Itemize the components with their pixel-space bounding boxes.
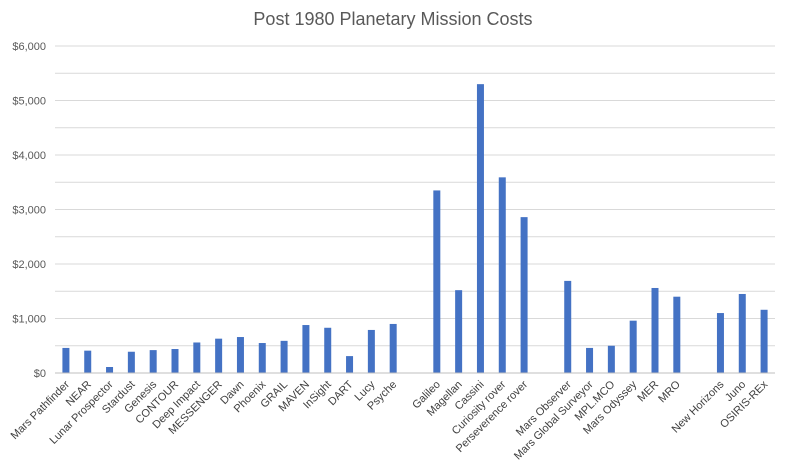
y-tick-label: $4,000 (12, 150, 46, 162)
bar (651, 287, 659, 373)
y-tick-label: $2,000 (12, 259, 46, 271)
y-tick-label: $5,000 (12, 96, 46, 108)
x-tick-label: DART (326, 378, 356, 408)
bar (738, 293, 746, 373)
bar (193, 342, 201, 373)
bar (586, 347, 594, 373)
bar (498, 177, 506, 373)
bar (127, 351, 135, 373)
bar (171, 349, 179, 373)
bar (564, 280, 572, 373)
bar (324, 327, 332, 373)
bar (520, 217, 528, 373)
bar (149, 350, 157, 373)
bar (367, 329, 375, 373)
bar (629, 320, 637, 373)
y-tick-label: $0 (34, 368, 46, 380)
bar (716, 313, 724, 373)
bar (389, 323, 397, 373)
bar (62, 347, 70, 373)
bar (455, 290, 463, 373)
y-tick-label: $1,000 (12, 314, 46, 326)
chart-title: Post 1980 Planetary Mission Costs (253, 9, 532, 29)
bar (760, 309, 768, 373)
bar (433, 190, 441, 373)
bar (258, 343, 266, 373)
bar (476, 84, 484, 374)
bar (673, 296, 681, 373)
bar (280, 340, 288, 373)
bars (62, 84, 768, 374)
y-axis-ticks: $0 $1,000 $2,000 $3,000 $4,000 $5,000 $6,000 (12, 41, 46, 380)
bar (215, 338, 223, 373)
gridlines (55, 45, 775, 347)
bar (346, 356, 354, 373)
y-tick-label: $3,000 (12, 205, 46, 217)
bar (84, 350, 92, 373)
bar (607, 345, 615, 373)
y-tick-label: $6,000 (12, 41, 46, 53)
x-tick-label: MRO (656, 378, 683, 405)
bar (236, 337, 244, 373)
bar (302, 325, 310, 373)
bar (106, 367, 114, 373)
x-tick-label: MER (635, 379, 661, 405)
